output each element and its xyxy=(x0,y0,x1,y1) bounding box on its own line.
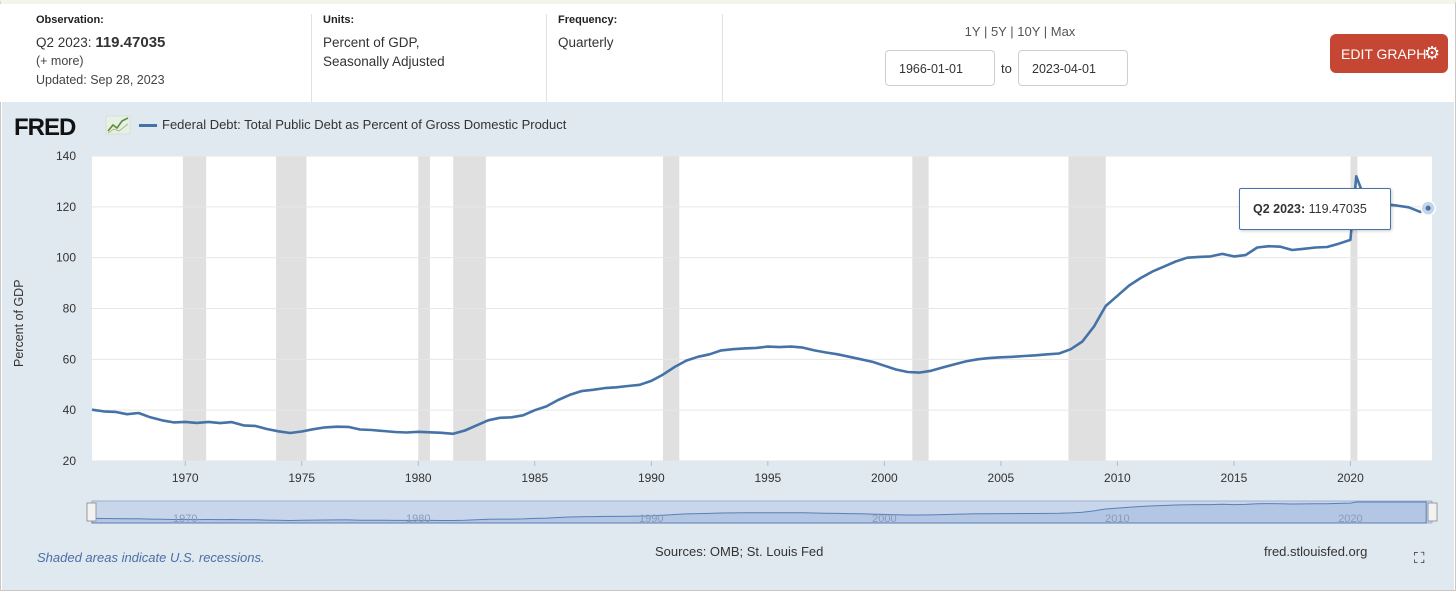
x-tick-label: 1970 xyxy=(172,471,199,485)
recession-note: Shaded areas indicate U.S. recessions. xyxy=(37,550,265,565)
observation-header: Observation: xyxy=(36,14,104,26)
range-max[interactable]: Max xyxy=(1050,24,1076,39)
y-tick-label: 40 xyxy=(63,403,77,417)
observation-block: Observation: Q2 2023: 119.47035 (+ more)… xyxy=(36,14,311,102)
y-tick-label: 60 xyxy=(63,352,77,366)
y-tick-label: 120 xyxy=(56,200,76,214)
units-line1: Percent of GDP, xyxy=(323,35,420,50)
edit-graph-label: EDIT GRAPH xyxy=(1341,46,1427,62)
y-tick-labels: 20 40 60 80 100 120 140 xyxy=(56,149,76,468)
gridlines xyxy=(92,155,1432,462)
x-tick-label: 2020 xyxy=(1337,471,1364,485)
navigator-tick-label: 2000 xyxy=(872,513,896,525)
x-tick-label: 2015 xyxy=(1221,471,1248,485)
start-date-input[interactable]: 1966-01-01 xyxy=(885,50,995,86)
navigator-right-handle[interactable] xyxy=(1427,502,1438,522)
units-line2: Seasonally Adjusted xyxy=(323,54,445,69)
range-1y[interactable]: 1Y xyxy=(964,24,981,39)
navigator-tick-label: 1970 xyxy=(173,513,197,525)
end-date-input[interactable]: 2023-04-01 xyxy=(1018,50,1128,86)
fred-logo: FRED xyxy=(14,114,76,141)
tooltip-period: Q2 2023: xyxy=(1253,202,1306,216)
y-axis-label: Percent of GDP xyxy=(12,279,26,367)
fred-logo-chart-icon xyxy=(105,115,131,135)
y-tick-label: 100 xyxy=(56,251,76,265)
x-tick-label: 1995 xyxy=(754,471,781,485)
x-tick-label: 1985 xyxy=(521,471,548,485)
date-to-label: to xyxy=(1001,61,1012,76)
legend-swatch xyxy=(139,124,157,127)
range-links: 1Y | 5Y | 10Y | Max xyxy=(964,24,1076,39)
series-header: Observation: Q2 2023: 119.47035 (+ more)… xyxy=(0,4,1454,102)
tooltip-value: 119.47035 xyxy=(1308,202,1367,216)
y-tick-label: 80 xyxy=(63,302,77,316)
navigator-series xyxy=(91,501,1427,524)
legend-series-label: Federal Debt: Total Public Debt as Perce… xyxy=(162,117,567,132)
units-header: Units: xyxy=(323,14,355,26)
series-line xyxy=(91,175,1427,436)
fred-url[interactable]: fred.stlouisfed.org xyxy=(1264,544,1368,559)
x-tick-label: 1980 xyxy=(405,471,432,485)
navigator-tick-labels: 1970 1980 1990 2000 2010 2020 xyxy=(173,513,1363,525)
navigator-left-handle[interactable] xyxy=(86,502,97,522)
y-tick-label: 140 xyxy=(56,149,76,163)
fullscreen-icon[interactable]: ⛶ xyxy=(1414,550,1425,567)
frequency-header: Frequency: xyxy=(558,14,618,26)
sources-text: Sources: OMB; St. Louis Fed xyxy=(655,544,824,559)
hover-marker-dot xyxy=(1425,205,1431,211)
range-5y[interactable]: 5Y xyxy=(990,24,1007,39)
more-link[interactable]: (+ more) xyxy=(36,54,84,68)
x-tick-labels: 1970 1975 1980 1985 1990 1995 2000 2005 2010 2015… xyxy=(172,461,1364,485)
y-tick-label: 20 xyxy=(63,454,77,468)
edit-graph-button[interactable]: EDIT GRAPH ⚙ xyxy=(1330,34,1448,73)
chart-panel: 20 40 60 80 100 120 140 1970 1975 1980 1985 1990 19… xyxy=(2,102,1454,590)
navigator-tick-label: 2020 xyxy=(1338,513,1362,525)
frequency-block: Frequency: Quarterly xyxy=(546,14,723,102)
updated-date: Updated: Sep 28, 2023 xyxy=(36,73,165,87)
x-tick-label: 2000 xyxy=(871,471,898,485)
navigator-tick-label: 2010 xyxy=(1105,513,1129,525)
x-tick-label: 2005 xyxy=(988,471,1015,485)
navigator-tick-label: 1980 xyxy=(406,513,430,525)
observation-value: 119.47035 xyxy=(95,34,166,51)
navigator-tick-label: 1990 xyxy=(639,513,663,525)
x-tick-label: 1975 xyxy=(288,471,315,485)
observation-period: Q2 2023: xyxy=(36,35,92,50)
x-tick-label: 1990 xyxy=(638,471,665,485)
x-tick-label: 2010 xyxy=(1104,471,1131,485)
frequency-value: Quarterly xyxy=(558,35,614,50)
range-10y[interactable]: 10Y xyxy=(1017,24,1041,39)
data-tooltip: Q2 2023: 119.47035 xyxy=(1239,188,1391,230)
gear-icon: ⚙ xyxy=(1424,43,1441,63)
units-block: Units: Percent of GDP, Seasonally Adjust… xyxy=(311,14,546,102)
